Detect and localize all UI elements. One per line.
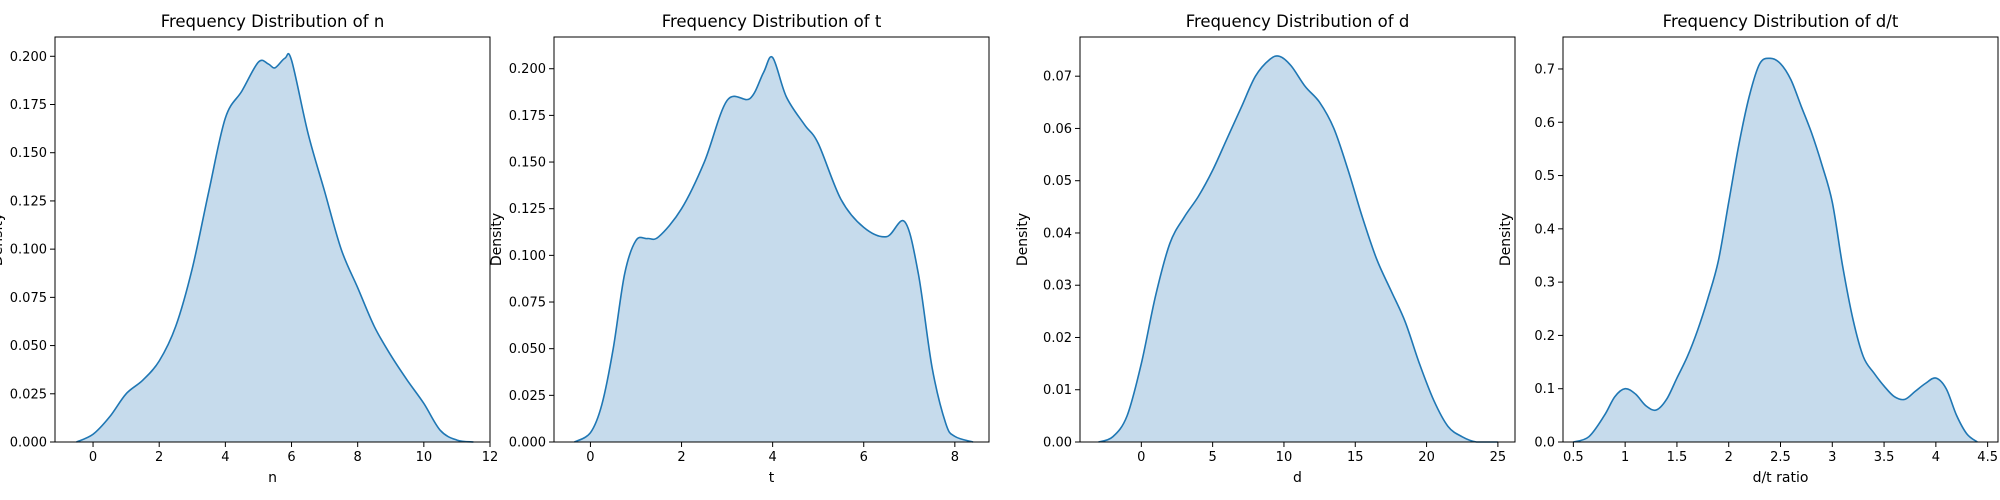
y-tick-label: 0.100 — [509, 249, 546, 264]
y-tick-label: 0.2 — [1534, 329, 1555, 344]
y-tick-label: 0.07 — [1043, 70, 1072, 85]
x-tick-label: 4 — [768, 450, 776, 465]
plot-frame — [553, 36, 990, 443]
density-area — [76, 53, 474, 442]
y-tick-label: 0.7 — [1534, 62, 1555, 77]
x-tick-label: 4 — [221, 450, 229, 465]
y-tick-label: 0.025 — [10, 387, 47, 402]
x-tick-label: 0 — [586, 450, 594, 465]
y-tick-label: 0.00 — [1043, 436, 1072, 451]
density-line — [1098, 55, 1498, 443]
x-tick-label: 25 — [1490, 450, 1507, 465]
y-tick-label: 0.200 — [509, 62, 546, 77]
x-axis-label: n — [268, 470, 277, 486]
x-tick-label: 2 — [1725, 450, 1733, 465]
x-tick-label: 0 — [89, 450, 97, 465]
density-line — [1573, 57, 1978, 443]
x-tick-label: 2 — [155, 450, 163, 465]
chart-panel-3: 0 5 10 15 20 25 0.00 0.01 0.02 0.03 0.04 0.05 0.06 0.… — [1015, 12, 1516, 486]
y-tick-label: 0.3 — [1534, 276, 1555, 291]
y-tick-label: 0.050 — [509, 342, 546, 357]
density-area — [1098, 55, 1498, 442]
x-tick-label: 10 — [416, 450, 433, 465]
y-tick-label: 0.125 — [10, 194, 47, 209]
chart-panel-2: 0 2 4 6 8 0.000 0.025 0.050 0.075 0.100 0.125 0.150… — [489, 12, 990, 486]
chart-title: Frequency Distribution of t — [662, 12, 882, 31]
plot-frame — [54, 36, 491, 443]
x-tick-label: 8 — [951, 450, 959, 465]
x-tick-label: 1 — [1621, 450, 1629, 465]
y-tick-label: 0.06 — [1043, 122, 1072, 137]
x-tick-label: 4.5 — [1977, 450, 1998, 465]
x-tick-label: 2 — [677, 450, 685, 465]
x-axis-label: d — [1293, 470, 1302, 486]
y-tick-label: 0.05 — [1043, 174, 1072, 189]
y-tick-label: 0.4 — [1534, 222, 1555, 237]
y-tick-label: 0.6 — [1534, 116, 1555, 131]
x-tick-label: 8 — [354, 450, 362, 465]
density-line — [574, 55, 974, 443]
x-tick-label: 6 — [287, 450, 295, 465]
y-tick-label: 0.150 — [509, 156, 546, 171]
y-axis-label: Density — [1498, 213, 1514, 266]
x-tick-label: 3.5 — [1874, 450, 1895, 465]
y-tick-label: 0.0 — [1534, 436, 1555, 451]
y-tick-label: 0.03 — [1043, 279, 1072, 294]
y-tick-label: 0.02 — [1043, 331, 1072, 346]
x-tick-label: 12 — [482, 450, 499, 465]
x-tick-label: 1.5 — [1667, 450, 1688, 465]
chart-title: Frequency Distribution of d — [1186, 12, 1410, 31]
y-tick-label: 0.175 — [10, 98, 47, 113]
y-tick-label: 0.01 — [1043, 383, 1072, 398]
x-tick-label: 3 — [1828, 450, 1836, 465]
y-tick-label: 0.000 — [509, 436, 546, 451]
y-tick-label: 0.025 — [509, 389, 546, 404]
x-tick-label: 2.5 — [1770, 450, 1791, 465]
density-area — [574, 56, 974, 443]
x-tick-label: 0.5 — [1563, 450, 1584, 465]
y-tick-label: 0.175 — [509, 109, 546, 124]
y-tick-label: 0.150 — [10, 146, 47, 161]
y-axis-label: Density — [1015, 213, 1031, 266]
x-tick-label: 20 — [1418, 450, 1435, 465]
chart-title: Frequency Distribution of n — [161, 12, 385, 31]
x-tick-label: 5 — [1208, 450, 1216, 465]
y-axis-label: Density — [489, 213, 505, 266]
x-tick-label: 4 — [1932, 450, 1940, 465]
plot-frame — [1079, 36, 1516, 443]
x-tick-label: 6 — [860, 450, 868, 465]
y-tick-label: 0.125 — [509, 202, 546, 217]
x-axis-label: t — [769, 470, 775, 486]
x-tick-label: 15 — [1347, 450, 1364, 465]
x-axis-label: d/t ratio — [1753, 470, 1809, 486]
y-tick-label: 0.075 — [509, 296, 546, 311]
y-tick-label: 0.075 — [10, 291, 47, 306]
y-tick-label: 0.050 — [10, 339, 47, 354]
density-line — [76, 52, 474, 443]
y-tick-label: 0.200 — [10, 50, 47, 65]
chart-panel-1: 0 2 4 6 8 10 12 0.000 0.025 0.050 0.075 0.100 0.125 0… — [0, 12, 498, 486]
y-tick-label: 0.100 — [10, 243, 47, 258]
chart-title: Frequency Distribution of d/t — [1663, 12, 1899, 31]
chart-panel-4: 0.5 1 1.5 2 2.5 3 3.5 4 4.5 0.0 0.1 0.2 0.3 0.4 0.5 0.6… — [1498, 12, 1999, 486]
y-tick-label: 0.1 — [1534, 382, 1555, 397]
x-tick-label: 0 — [1137, 450, 1145, 465]
y-tick-label: 0.000 — [10, 436, 47, 451]
density-area — [1573, 58, 1978, 443]
y-tick-label: 0.5 — [1534, 169, 1555, 184]
x-tick-label: 10 — [1276, 450, 1293, 465]
y-tick-label: 0.04 — [1043, 226, 1072, 241]
y-axis-label: Density — [0, 213, 6, 266]
